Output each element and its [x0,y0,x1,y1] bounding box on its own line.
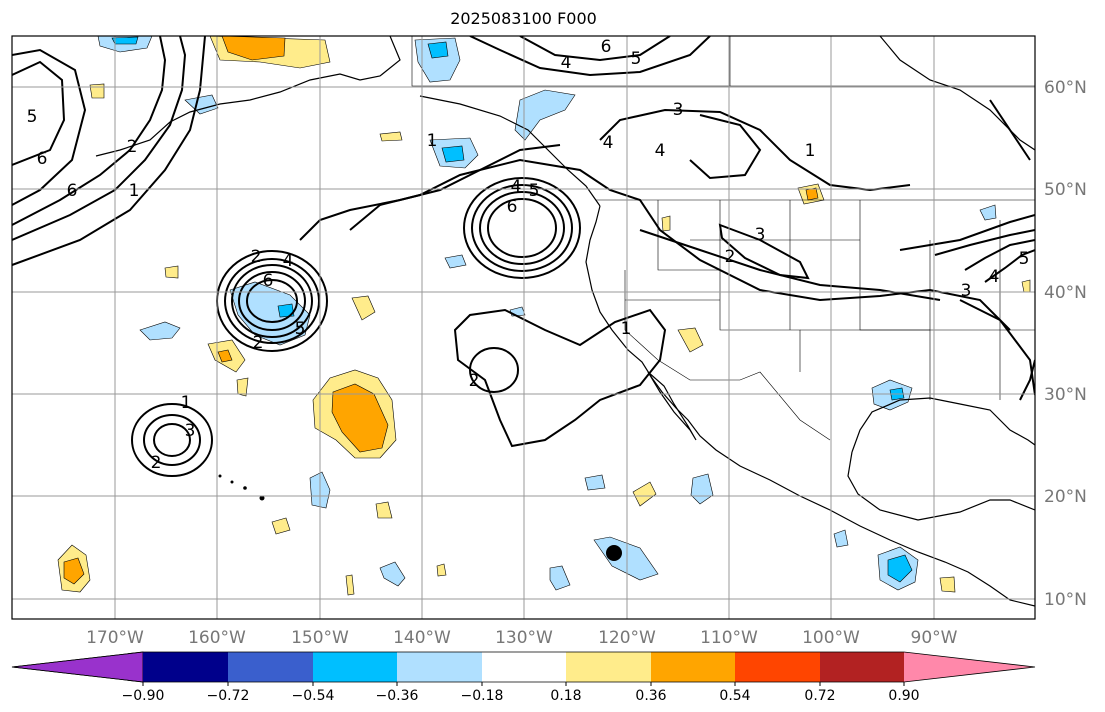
coastlines [95,36,1035,607]
colorbar-segment [11,651,144,683]
lat-label: 60°N [1044,78,1087,98]
map-title: 2025083100 F000 [450,9,597,28]
colorbar-tick-label: 0.18 [550,688,581,704]
lon-label: 170°W [86,628,144,648]
lon-label: 110°W [700,628,758,648]
contour-label: 2 [469,371,480,391]
colorbar-tick-label: −0.18 [461,688,504,704]
storm-center-marker [606,545,622,561]
contour-label: 4 [511,177,522,197]
colorbar-tick-label: 0.90 [888,688,919,704]
colorbar-segment [651,652,735,682]
map-frame [11,35,1036,620]
lat-label: 40°N [1044,283,1087,303]
contour-label: 4 [561,53,572,73]
lat-label: 10°N [1044,590,1087,610]
contour-labels: 6 5 4 3 1 5 6 6 1 2 4 4 6 2 4 5 6 3 2 1 … [27,37,1030,473]
colorbar-segment [904,652,1035,682]
contour-label: 6 [37,149,48,169]
contour-label: 1 [181,393,192,413]
contour-label: 3 [673,100,684,120]
lon-label: 150°W [291,628,349,648]
contour-label: 2 [725,247,736,267]
graticule [12,36,1035,619]
colorbar-tick-label: 0.72 [804,688,835,704]
contour-label: 5 [1019,249,1030,269]
longitude-labels: 170°W 160°W 150°W 140°W 130°W 120°W 110°… [86,628,958,648]
contour-label: 4 [989,267,1000,287]
contour-label: 1 [805,141,816,161]
contour-label: 4 [283,251,294,271]
contour-label: 2 [151,453,162,473]
contour-label: 3 [185,421,196,441]
contour-label: 4 [603,133,614,153]
colorbar-segment [143,652,228,682]
colorbar-segment [735,652,820,682]
contour-label: 6 [601,37,612,57]
contour-label: 1 [621,319,632,339]
lon-label: 90°W [911,628,958,648]
contour-label: 3 [961,281,972,301]
islands [218,474,265,501]
contour-label: 3 [755,225,766,245]
contour-label: 6 [67,181,78,201]
lon-label: 100°W [802,628,860,648]
contour-label: 4 [655,141,666,161]
lon-label: 140°W [393,628,451,648]
latitude-labels: 60°N 50°N 40°N 30°N 20°N 10°N [1044,78,1087,610]
colorbar-tick-label: 0.54 [719,688,750,704]
colorbar-tick-label: −0.54 [292,688,335,704]
colorbar-segment [313,652,397,682]
colorbar: −0.90 −0.72 −0.54 −0.36 −0.18 0.18 0.36 … [11,651,1036,704]
colorbar-segment [566,652,651,682]
contour-label: 5 [529,181,540,201]
colorbar-segment [820,652,904,682]
lat-label: 30°N [1044,385,1087,405]
contour-label: 6 [507,197,518,217]
colorbar-segment [397,652,482,682]
contour-label: 5 [631,49,642,69]
contour-label: 5 [27,107,38,127]
colorbar-tick-label: −0.72 [207,688,250,704]
colorbar-tick-label: −0.90 [122,688,165,704]
lat-label: 20°N [1044,487,1087,507]
contour-label: 2 [127,137,138,157]
colorbar-tick-label: −0.36 [376,688,419,704]
contour-label: 1 [427,131,438,151]
contour-label: 2 [253,333,264,353]
contour-label: 6 [263,271,274,291]
contour-lines [12,36,1035,477]
lon-label: 120°W [598,628,656,648]
colorbar-segment [228,652,313,682]
colorbar-segment [482,652,566,682]
contour-label: 1 [129,181,140,201]
contour-label: 5 [295,319,306,339]
lon-label: 130°W [495,628,553,648]
contour-label: 2 [251,247,262,267]
colorbar-tick-label: 0.36 [635,688,666,704]
lat-label: 50°N [1044,180,1087,200]
lon-label: 160°W [188,628,246,648]
state-borders [411,36,1035,441]
